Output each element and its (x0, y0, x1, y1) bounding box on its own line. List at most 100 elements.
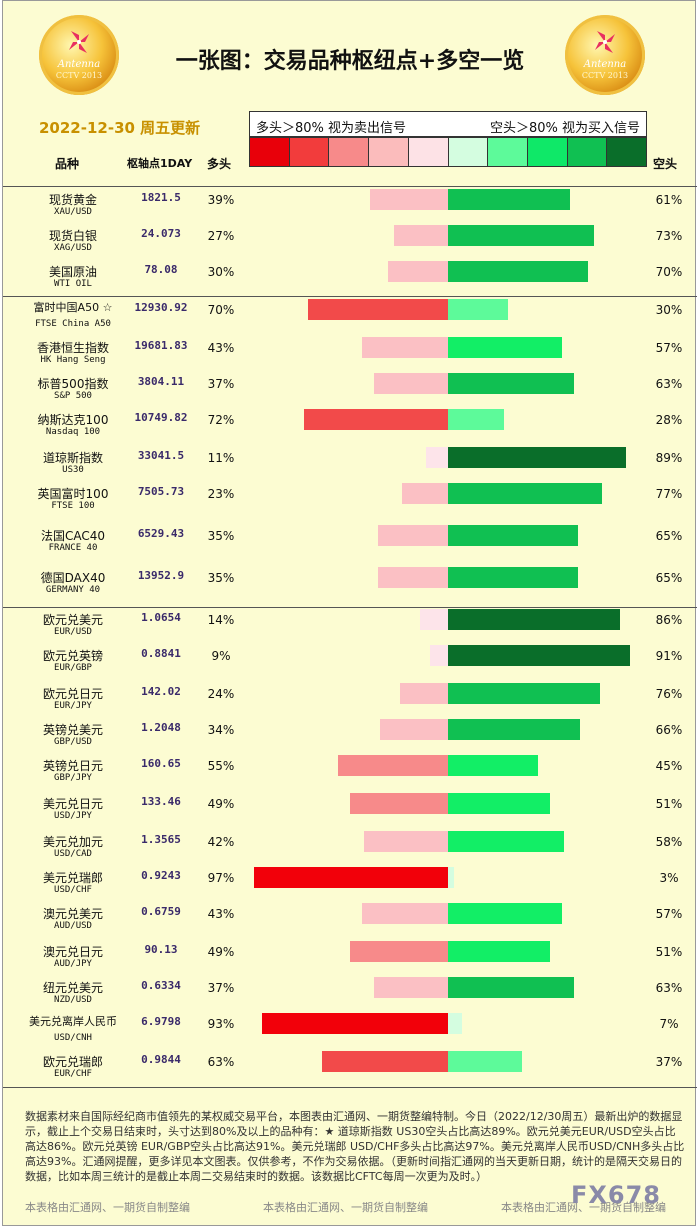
instrument-name: 德国DAX40 (40, 571, 106, 585)
short-bar (448, 189, 570, 210)
instrument-code: GERMANY 40 (45, 585, 101, 595)
long-bar (402, 483, 448, 504)
color-swatch (250, 138, 290, 166)
pivot-value: 133.46 (141, 795, 181, 808)
color-swatch (448, 138, 489, 166)
pivot-value: 3804.11 (137, 375, 185, 388)
short-bar (448, 941, 550, 962)
instrument-name: 美元兑离岸人民币 (29, 1015, 117, 1028)
short-bar (448, 903, 562, 924)
short-bar (448, 261, 588, 282)
instrument-code: HK Hang Seng (40, 355, 106, 365)
table-row: 纳斯达克100 Nasdaq 100 10749.82 72% 28% (3, 407, 697, 443)
table-row: 美元兑加元 USD/CAD 1.3565 42% 58% (3, 829, 697, 865)
logo-text: Antenna (583, 59, 627, 70)
table-row: 英镑兑日元 GBP/JPY 160.65 55% 45% (3, 753, 697, 789)
instrument-code: EUR/CHF (54, 1069, 92, 1079)
short-bar (448, 977, 574, 998)
long-bar (400, 683, 448, 704)
short-bar (448, 483, 602, 504)
long-bar (388, 261, 448, 282)
long-bar (338, 755, 448, 776)
long-percent-label: 55% (207, 759, 235, 773)
short-percent-label: 89% (655, 451, 683, 465)
short-percent-label: 28% (655, 413, 683, 427)
long-bar (378, 525, 448, 546)
instrument-code: S&P 500 (54, 391, 92, 401)
section-divider (3, 607, 697, 608)
logo-subtext: CCTV 2013 (55, 71, 103, 80)
table-row: 富时中国A50 ☆ FTSE China A50 12930.92 70% 30% (3, 297, 697, 333)
table-row: 香港恒生指数 HK Hang Seng 19681.83 43% 57% (3, 335, 697, 371)
instrument-code: USD/CHF (54, 885, 92, 895)
instrument-name: 美元兑瑞郎 (42, 871, 103, 885)
short-percent-label: 65% (655, 571, 683, 585)
long-percent-label: 9% (211, 649, 231, 663)
table-row: 美元兑离岸人民币 USD/CNH 6.9798 93% 7% (3, 1011, 697, 1047)
instrument-code: USD/CAD (54, 849, 92, 859)
table-row: 欧元兑瑞郎 EUR/CHF 0.9844 63% 37% (3, 1049, 697, 1085)
short-percent-label: 65% (655, 529, 683, 543)
long-bar (378, 567, 448, 588)
short-bar (448, 609, 620, 630)
instrument-code: NZD/USD (54, 995, 92, 1005)
table-row: 英镑兑美元 GBP/USD 1.2048 34% 66% (3, 717, 697, 753)
long-bar (362, 337, 448, 358)
short-bar (448, 447, 626, 468)
color-swatch (408, 138, 449, 166)
long-bar (426, 447, 448, 468)
short-percent-label: 70% (655, 265, 683, 279)
long-percent-label: 35% (207, 529, 235, 543)
short-bar (448, 1051, 522, 1072)
color-swatch (567, 138, 608, 166)
pivot-value: 13952.9 (137, 569, 185, 582)
pivot-value: 12930.92 (134, 301, 188, 314)
long-bar (254, 867, 448, 888)
pivot-value: 0.6334 (141, 979, 181, 992)
short-bar (448, 793, 550, 814)
table-row: 欧元兑美元 EUR/USD 1.0654 14% 86% (3, 607, 697, 643)
instrument-code: GBP/USD (54, 737, 92, 747)
long-bar (374, 373, 448, 394)
table-row: 欧元兑英镑 EUR/GBP 0.8841 9% 91% (3, 643, 697, 679)
section-divider (3, 296, 697, 297)
instrument-name: 香港恒生指数 (36, 341, 109, 355)
legend-box: 多头＞80% 视为卖出信号 空头＞80% 视为买入信号 (249, 111, 647, 137)
pivot-value: 160.65 (141, 757, 181, 770)
short-bar (448, 525, 578, 546)
short-percent-label: 86% (655, 613, 683, 627)
instrument-name: 富时中国A50 ☆ (33, 301, 113, 314)
short-bar (448, 373, 574, 394)
short-percent-label: 63% (655, 981, 683, 995)
table-row: 现货黄金 XAU/USD 1821.5 39% 61% (3, 187, 697, 223)
instrument-name: 欧元兑美元 (42, 613, 103, 627)
instrument-name: 纽元兑美元 (42, 981, 103, 995)
color-swatch (289, 138, 330, 166)
long-percent-label: 49% (207, 797, 235, 811)
long-percent-label: 34% (207, 723, 235, 737)
long-percent-label: 97% (207, 871, 235, 885)
long-percent-label: 43% (207, 907, 235, 921)
footer-note: 数据素材来自国际经纪商市值领先的某权威交易平台，本图表由汇通网、一期货整编特制。… (25, 1110, 685, 1183)
long-percent-label: 23% (207, 487, 235, 501)
watermark: FX678 (571, 1181, 661, 1209)
color-swatch (488, 138, 528, 166)
instrument-code: FTSE 100 (51, 501, 95, 511)
long-bar (322, 1051, 448, 1072)
instrument-name: 澳元兑美元 (42, 907, 103, 921)
pivot-value: 7505.73 (137, 485, 185, 498)
long-bar (308, 299, 448, 320)
column-header-long: 多头 (207, 157, 232, 171)
pivot-value: 90.13 (144, 943, 178, 956)
short-percent-label: 91% (655, 649, 683, 663)
pivot-value: 142.02 (141, 685, 181, 698)
instrument-name: 美元兑加元 (42, 835, 103, 849)
table-row: 英国富时100 FTSE 100 7505.73 23% 77% (3, 481, 697, 517)
column-header-pivot: 枢轴点1DAY (127, 157, 193, 170)
pivot-value: 19681.83 (134, 339, 188, 352)
long-bar (394, 225, 448, 246)
instrument-name: 欧元兑瑞郎 (42, 1055, 103, 1069)
instrument-code: Nasdaq 100 (45, 427, 101, 437)
instrument-code: USD/CNH (54, 1033, 92, 1043)
long-percent-label: 63% (207, 1055, 235, 1069)
